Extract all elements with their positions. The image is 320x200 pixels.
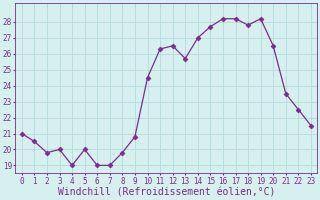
- X-axis label: Windchill (Refroidissement éolien,°C): Windchill (Refroidissement éolien,°C): [58, 187, 275, 197]
